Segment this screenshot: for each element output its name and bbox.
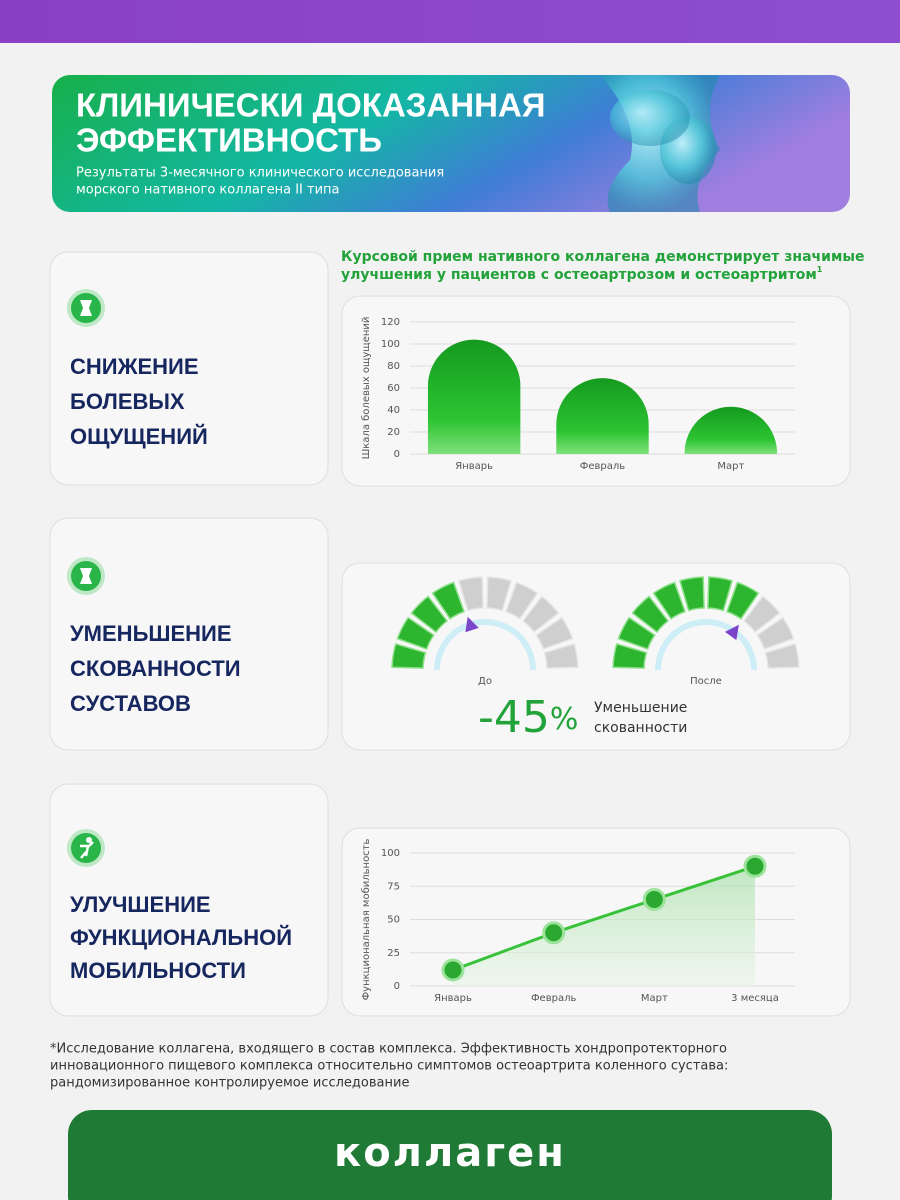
- card-title: СКОВАННОСТИ: [70, 656, 241, 681]
- gauge-segment: [543, 642, 579, 669]
- gauge-marker: [725, 624, 739, 641]
- gauge-segment: [742, 595, 781, 634]
- y-tick-label: 75: [387, 881, 400, 892]
- gauge-segment-filled: [612, 642, 648, 669]
- point: [441, 958, 465, 982]
- point: [642, 888, 666, 912]
- y-tick-label: 40: [387, 405, 400, 416]
- chart-title: улучшения у пациентов с остеоартрозом и …: [341, 265, 823, 284]
- x-tick-label: Март: [717, 461, 744, 472]
- card-title: СНИЖЕНИЕ: [70, 354, 199, 379]
- annotation-note: Уменьшение: [594, 700, 687, 716]
- card-title: ФУНКЦИОНАЛЬНОЙ: [70, 925, 292, 950]
- gauge-segment-filled: [631, 595, 670, 634]
- card-title: ОЩУЩЕНИЙ: [70, 424, 208, 449]
- y-tick-label: 0: [394, 449, 400, 460]
- y-tick-label: 0: [394, 981, 400, 992]
- y-tick-label: 60: [387, 383, 400, 394]
- gauge-segment: [457, 576, 484, 612]
- card-title: СУСТАВОВ: [70, 691, 191, 716]
- gauge-segment: [486, 576, 513, 612]
- gauge-segment-filled: [410, 595, 449, 634]
- knee-illustration: [600, 75, 720, 212]
- gauge-segment-filled: [391, 642, 427, 669]
- y-tick-label: 80: [387, 361, 400, 372]
- y-tick-label: 50: [387, 915, 400, 926]
- x-tick-label: 3 месяца: [731, 993, 779, 1004]
- gauge-inner: [434, 619, 536, 671]
- card-title: УМЕНЬШЕНИЕ: [70, 621, 232, 646]
- gauge-fill: [391, 581, 466, 669]
- gauge-segment: [756, 616, 795, 651]
- card-icon: [67, 289, 105, 867]
- x-tick-label: Январь: [434, 993, 472, 1004]
- card: [49, 783, 329, 1017]
- annotation-unit: %: [550, 702, 579, 737]
- y-tick-label: 20: [387, 427, 400, 438]
- top-band: [0, 0, 900, 43]
- chart-title: Курсовой прием нативного коллагена демон…: [341, 249, 865, 265]
- gauge-segment-filled: [617, 616, 656, 651]
- y-axis-label: Шкала болевых ощущений: [361, 317, 372, 460]
- gauge-segment-filled: [707, 576, 734, 612]
- y-tick-label: 120: [381, 317, 400, 328]
- point: [542, 921, 566, 945]
- x-tick-label: Февраль: [531, 993, 577, 1004]
- gauge-segment: [521, 595, 560, 634]
- header-subtitle: Результаты 3-месячного клинического иссл…: [76, 166, 444, 181]
- header-subtitle: морского нативного коллагена II типа: [76, 183, 340, 198]
- gauge-segment-filled: [725, 581, 760, 620]
- gauge-label: После: [690, 676, 722, 687]
- gauge-fill: [612, 576, 760, 669]
- x-tick-label: Март: [641, 993, 668, 1004]
- footnote: рандомизированное контролируемое исследо…: [50, 1076, 409, 1091]
- area: [453, 866, 755, 986]
- footnote: инновационного пищевого комплекса относи…: [50, 1059, 728, 1074]
- footer-banner: [68, 1110, 832, 1200]
- chart-title-note: 1: [817, 265, 823, 274]
- annotation-value: -45: [478, 692, 550, 743]
- gauge-segment-filled: [396, 616, 435, 651]
- bar: [427, 339, 521, 454]
- x-tick-label: Январь: [455, 461, 493, 472]
- header-title: ЭФФЕКТИВНОСТЬ: [76, 122, 382, 159]
- x-tick-label: Февраль: [580, 461, 626, 472]
- card: [49, 517, 329, 751]
- annotation-note: скованности: [594, 720, 687, 736]
- card-title: УЛУЧШЕНИЕ: [70, 892, 211, 917]
- gauge-marker: [465, 616, 479, 633]
- chart-title-text: улучшения у пациентов с остеоартрозом и …: [341, 267, 817, 283]
- bar: [684, 406, 778, 454]
- charts: 0 20 40 60 80 100 120 Шкала болевых ощущений Янв…: [361, 317, 800, 1004]
- gauge-label: До: [478, 676, 492, 687]
- gauge-segment-filled: [678, 576, 705, 612]
- y-axis-label: Функциональная мобильность: [361, 838, 372, 1000]
- y-tick-label: 100: [381, 848, 400, 859]
- card-title: МОБИЛЬНОСТИ: [70, 958, 246, 983]
- gauge-segment: [764, 642, 800, 669]
- gauge-segment-filled: [652, 581, 687, 620]
- footnote: *Исследование коллагена, входящего в сос…: [50, 1042, 727, 1057]
- line: [452, 864, 756, 972]
- y-tick-label: 100: [381, 339, 400, 350]
- y-tick-label: 25: [387, 948, 400, 959]
- footer-title: коллаген: [334, 1130, 566, 1176]
- point: [743, 854, 767, 878]
- header-title: КЛИНИЧЕСКИ ДОКАЗАННАЯ: [76, 87, 546, 124]
- card-title: БОЛЕВЫХ: [70, 389, 185, 414]
- gauge-segment: [535, 616, 574, 651]
- bar: [556, 378, 649, 454]
- gauge-segment: [504, 581, 539, 620]
- gauge-segment-filled: [431, 581, 466, 620]
- annotation: -45%: [478, 692, 578, 743]
- card: [49, 251, 329, 486]
- gauge-inner: [655, 619, 757, 671]
